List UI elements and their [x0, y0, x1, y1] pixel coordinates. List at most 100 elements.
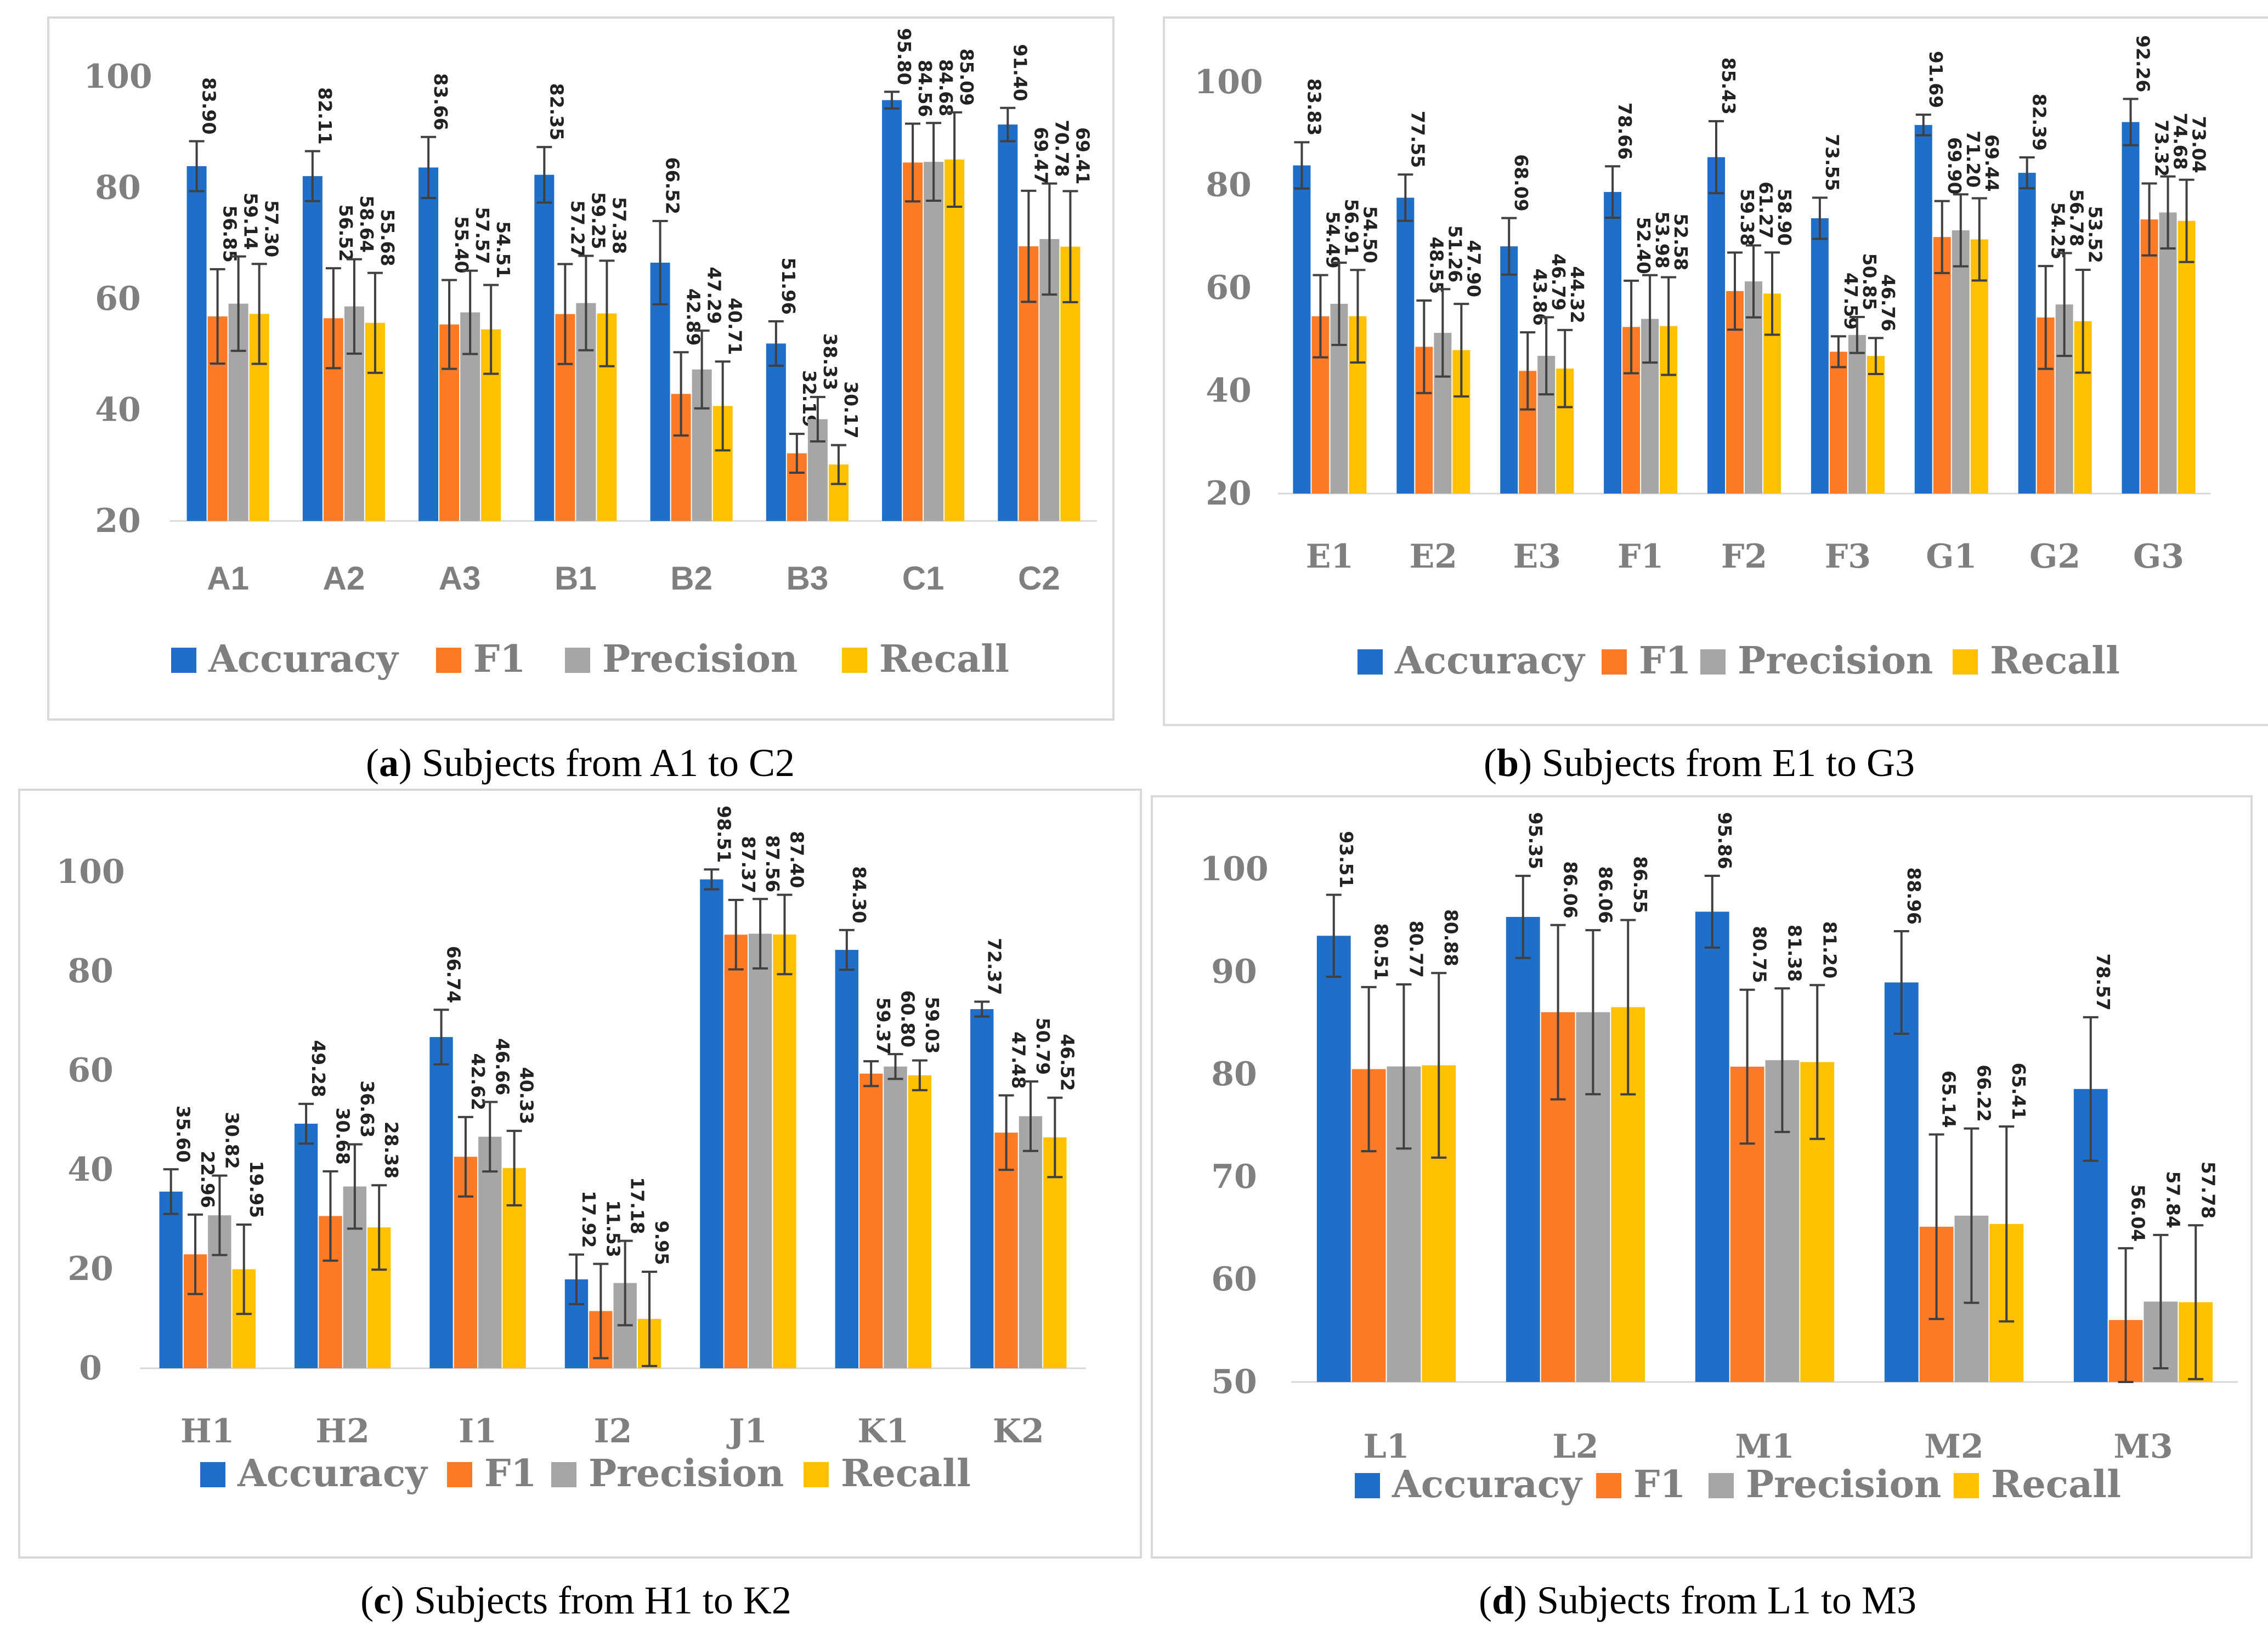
data-label: 80.88 — [1440, 909, 1462, 966]
x-category-label: I2 — [594, 1412, 632, 1451]
error-bar — [1704, 874, 1720, 949]
data-label: 17.18 — [627, 1177, 648, 1234]
error-bar — [1022, 1080, 1038, 1152]
data-label: 84.30 — [849, 866, 870, 923]
error-bar — [1971, 197, 1987, 282]
data-label: 73.55 — [1822, 134, 1843, 191]
error-bar — [1812, 196, 1828, 240]
legend-swatch-precision — [551, 1462, 576, 1487]
x-category-label: M3 — [2113, 1428, 2173, 1466]
error-bar — [2038, 265, 2054, 370]
error-bar — [457, 1115, 473, 1198]
error-bar — [1953, 193, 1969, 268]
data-label: 68.09 — [1511, 154, 1532, 211]
data-label: 56.85 — [219, 205, 241, 262]
data-label: 60.80 — [897, 990, 919, 1047]
bar-accuracy-b2 — [650, 262, 670, 521]
bar-f1-f3 — [1829, 352, 1847, 494]
bar-precision-k1 — [884, 1066, 907, 1368]
data-label: 83.83 — [1303, 78, 1325, 135]
error-bar — [884, 90, 900, 110]
error-bar — [1453, 303, 1469, 398]
data-label: 59.38 — [1737, 189, 1758, 246]
bar-accuracy-a1 — [186, 166, 207, 521]
legend: Accuracy F1 Precision Recall — [200, 1452, 971, 1496]
x-category-label: F2 — [1721, 537, 1767, 576]
bar-recall-f3 — [1867, 356, 1885, 494]
data-label: 85.09 — [956, 49, 977, 106]
legend-swatch-accuracy — [1358, 649, 1383, 675]
legend-label-accuracy: Accuracy — [237, 1452, 428, 1496]
legend-swatch-accuracy — [171, 648, 196, 673]
error-bar — [728, 898, 744, 971]
bar-recall-g3 — [2177, 220, 2196, 494]
error-bar — [1893, 930, 1909, 1035]
panel-frame — [18, 789, 1142, 1559]
y-tick-label: 60 — [67, 1051, 114, 1090]
x-category-label: H2 — [315, 1412, 369, 1451]
bar-recall-c1 — [944, 159, 965, 521]
error-bar — [1331, 261, 1347, 346]
legend-label-f1: F1 — [473, 637, 526, 681]
error-bar — [1746, 244, 1761, 319]
error-bar — [2188, 1224, 2204, 1380]
legend-swatch-f1 — [1602, 649, 1627, 675]
x-category-label: G2 — [2029, 537, 2080, 576]
data-label: 86.06 — [1594, 866, 1616, 924]
error-bar — [2160, 175, 2176, 250]
error-bar — [251, 263, 267, 365]
error-bar — [2153, 1233, 2169, 1369]
legend-label-recall: Recall — [879, 637, 1009, 681]
data-label: 47.90 — [1463, 240, 1484, 297]
bar-accuracy-k2 — [970, 1009, 994, 1368]
legend-swatch-accuracy — [1355, 1473, 1380, 1498]
error-bar — [367, 271, 383, 374]
data-label: 73.04 — [2188, 116, 2210, 173]
error-bar — [1868, 337, 1884, 375]
data-label: 47.59 — [1840, 273, 1862, 330]
y-tick-label: 100 — [1200, 850, 1268, 888]
data-label: 55.40 — [451, 216, 472, 273]
error-bar — [462, 269, 478, 355]
data-label: 66.74 — [443, 946, 465, 1003]
error-bar — [1934, 200, 1950, 274]
error-bar — [421, 135, 437, 200]
error-bar — [1361, 985, 1377, 1153]
data-label: 58.90 — [1774, 189, 1795, 246]
bar-f1-k2 — [994, 1132, 1018, 1368]
legend-label-f1: F1 — [484, 1452, 537, 1496]
data-label: 83.90 — [199, 77, 220, 134]
error-bar — [1964, 1127, 1979, 1304]
error-bar — [912, 1059, 927, 1091]
error-bar — [1774, 987, 1790, 1134]
data-label: 59.14 — [240, 192, 262, 250]
data-label: 69.44 — [1981, 134, 2003, 191]
data-label: 40.71 — [725, 298, 746, 355]
bar-precision-f3 — [1848, 335, 1866, 494]
legend-swatch-f1 — [436, 648, 461, 673]
data-label: 86.06 — [1560, 861, 1581, 918]
bar-accuracy-k1 — [835, 950, 858, 1368]
error-bar — [1624, 279, 1639, 375]
y-tick-label: 90 — [1211, 953, 1257, 991]
x-category-label: G1 — [1926, 537, 1977, 576]
error-bar — [1000, 106, 1016, 143]
data-label: 38.33 — [819, 333, 841, 390]
error-bar — [753, 898, 768, 970]
y-tick-label: 20 — [67, 1250, 114, 1288]
x-category-label: A1 — [207, 560, 249, 597]
data-label: 71.20 — [1962, 131, 1984, 188]
error-bar — [998, 1094, 1014, 1171]
error-bar — [163, 1168, 179, 1215]
error-bar — [1739, 988, 1755, 1145]
error-bar — [483, 284, 499, 375]
data-label: 66.22 — [1973, 1064, 1994, 1121]
legend-swatch-f1 — [1596, 1473, 1621, 1498]
data-label: 86.55 — [1630, 856, 1651, 913]
error-bar — [1849, 315, 1865, 354]
legend-swatch-recall — [842, 648, 867, 673]
data-label: 87.37 — [738, 836, 759, 893]
bar-accuracy-l2 — [1506, 916, 1540, 1382]
bar-precision-j1 — [748, 933, 772, 1368]
data-label: 54.25 — [2048, 202, 2069, 259]
